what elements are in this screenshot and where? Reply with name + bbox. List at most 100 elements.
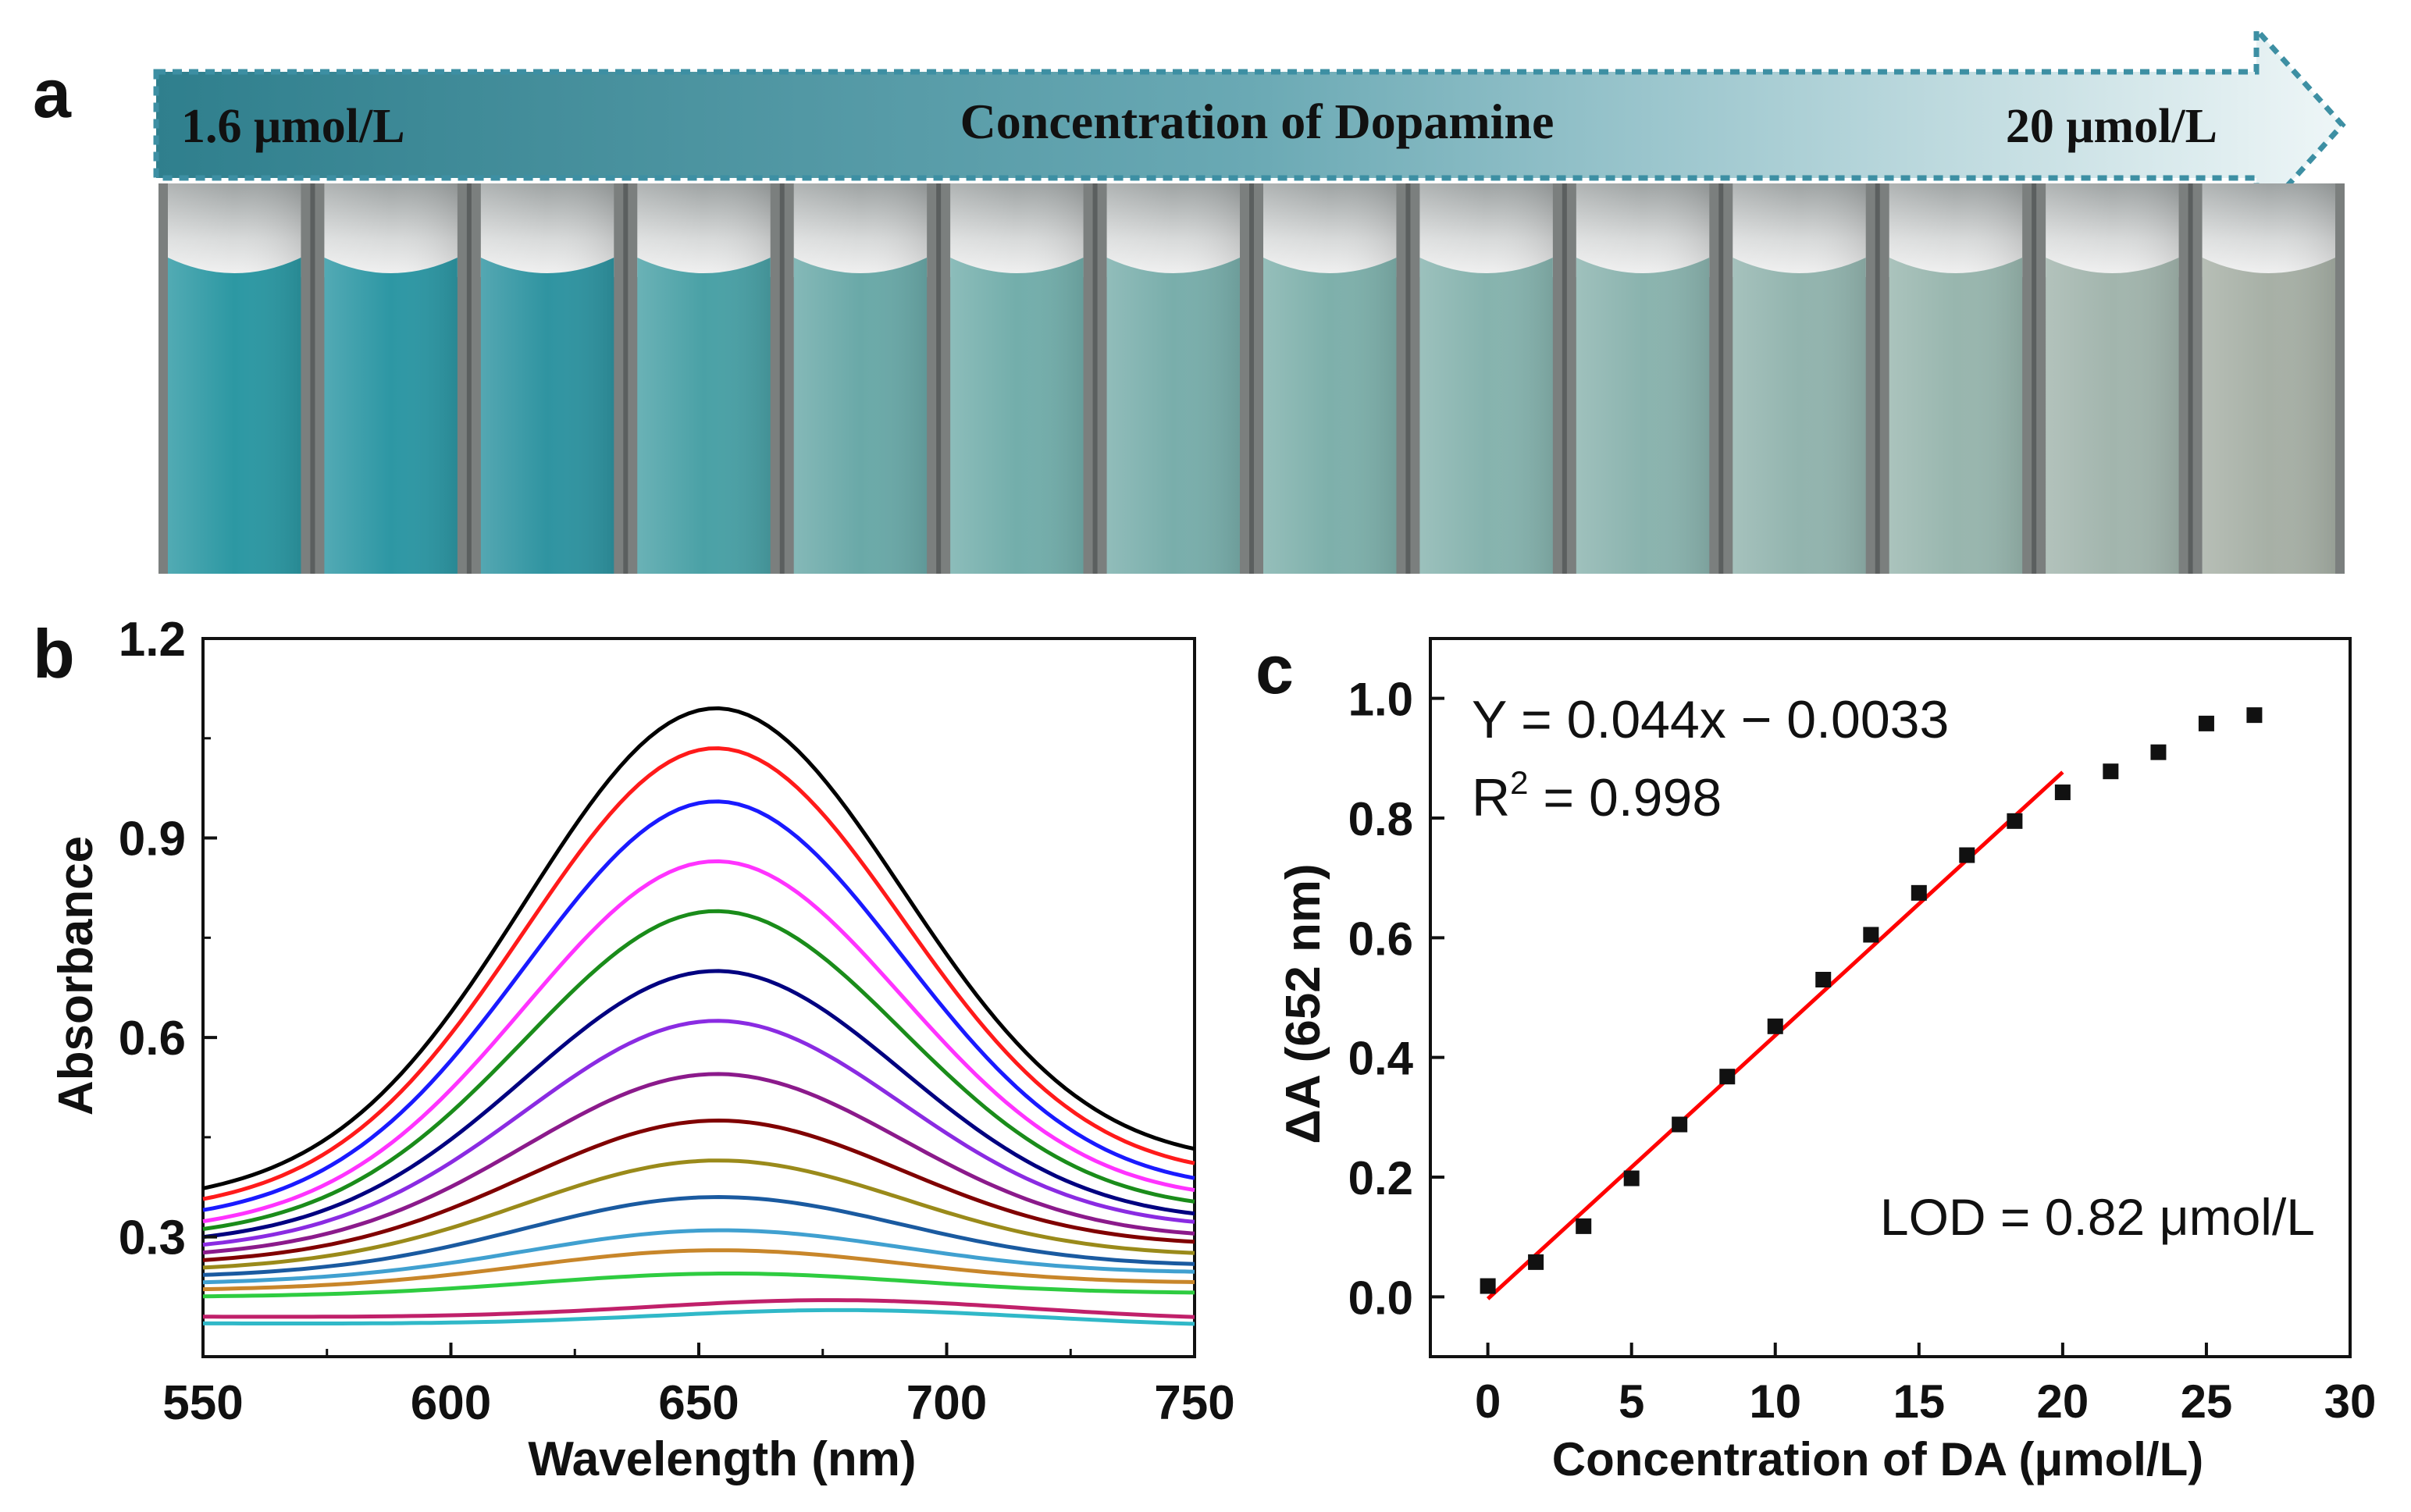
spectrum-line (202, 1228, 1195, 1285)
arrow-body (153, 22, 2346, 228)
x-tick-label: 30 (2324, 1375, 2377, 1428)
cuvette-glass (793, 183, 928, 574)
spectrum-line (202, 799, 1195, 1212)
cuvette-glass (2046, 183, 2179, 574)
x-tick-label: 550 (162, 1376, 243, 1430)
spectrum-line (202, 859, 1195, 1224)
cuvette (1254, 183, 1406, 574)
cuvette-glass (950, 183, 1084, 574)
x-tick-label: 25 (2181, 1375, 2233, 1428)
cuvette (1723, 183, 1875, 574)
data-point (2103, 763, 2119, 780)
cuvette (941, 183, 1093, 574)
data-point (1863, 927, 1879, 943)
cuvette (2192, 183, 2345, 574)
y-tick-label: 0.9 (119, 813, 186, 866)
fit-equation: Y = 0.044x − 0.0033 (1472, 690, 1949, 749)
x-tick-label: 700 (906, 1376, 987, 1430)
spectrum-line (202, 1158, 1195, 1270)
cuvette (315, 183, 467, 574)
data-point (2054, 784, 2071, 801)
x-tick-label: 600 (411, 1376, 491, 1430)
data-point (1719, 1069, 1736, 1085)
spectrum-line (202, 909, 1195, 1231)
cuvette (471, 183, 624, 574)
calibration-chart: ΔA (652 nm) Concentration of DA (μmol/L)… (1277, 637, 2377, 1485)
spectrum-line (203, 1298, 1195, 1319)
spectrum-line (202, 1019, 1195, 1247)
data-point (1623, 1170, 1640, 1186)
r-squared: R2 = 0.998 (1472, 764, 1722, 827)
cuvette-glass (1576, 183, 1710, 574)
cuvette-glass (480, 183, 614, 574)
cuvette (1566, 183, 1719, 574)
cuvette (628, 183, 780, 574)
x-tick-label: 5 (1619, 1375, 1644, 1428)
y-tick-label: 1.0 (1348, 674, 1413, 726)
data-point (1767, 1018, 1783, 1034)
x-tick-label: 750 (1154, 1376, 1234, 1430)
data-point (1528, 1254, 1544, 1270)
y-tick-label: 0.2 (1348, 1152, 1413, 1204)
cuvette-glass (1106, 183, 1240, 574)
data-point (1672, 1116, 1688, 1133)
data-point (1959, 847, 1975, 863)
spectrum-line (202, 1194, 1195, 1277)
data-point (1576, 1218, 1592, 1234)
cuvette-glass (637, 183, 771, 574)
lod-label: LOD = 0.82 μmol/L (1880, 1188, 2315, 1246)
spectrum-line (203, 1307, 1195, 1326)
y-tick-label: 1.2 (119, 613, 186, 667)
cuvette-glass (168, 183, 301, 574)
data-point (2150, 744, 2167, 760)
cuvette (158, 183, 311, 574)
concentration-arrow: 1.6 μmol/L Concentration of Dopamine 20 … (153, 22, 2346, 228)
chart-c-ylabel: ΔA (652 nm) (1277, 863, 1330, 1144)
data-point (2007, 813, 2023, 829)
arrow-start-label: 1.6 μmol/L (181, 100, 405, 153)
x-tick-label: 20 (2037, 1375, 2089, 1428)
cuvette-photo-strip (158, 183, 2345, 574)
cuvette-glass (1419, 183, 1553, 574)
cuvette-glass (1733, 183, 1866, 574)
spectrum-line (202, 746, 1195, 1201)
cuvette (1879, 183, 2032, 574)
r-squared-value: = 0.998 (1528, 768, 1722, 827)
spectrum-line (202, 1248, 1195, 1292)
x-tick-label: 15 (1893, 1375, 1945, 1428)
spectrum-line (202, 1072, 1195, 1255)
arrow-center-label: Concentration of Dopamine (960, 94, 1555, 149)
chart-b-xlabel: Wavelength (nm) (528, 1432, 916, 1486)
chart-c-xlabel: Concentration of DA (μmol/L) (1552, 1433, 2203, 1485)
y-tick-label: 0.6 (1348, 913, 1413, 965)
spectrum-line (202, 1272, 1195, 1299)
y-tick-label: 0.0 (1348, 1272, 1413, 1324)
cuvette (784, 183, 937, 574)
chart-c-frame (1429, 637, 2352, 1358)
data-point (2246, 707, 2263, 724)
arrow-end-label: 20 μmol/L (2006, 100, 2217, 153)
cuvette (2036, 183, 2188, 574)
chart-b-ylabel: Absorbance (49, 836, 103, 1115)
y-tick-label: 0.4 (1348, 1033, 1414, 1085)
data-point (2198, 715, 2214, 731)
x-tick-label: 0 (1475, 1375, 1501, 1428)
cuvette-glass (1263, 183, 1397, 574)
x-tick-label: 650 (658, 1376, 739, 1430)
y-tick-label: 0.6 (119, 1012, 186, 1066)
absorbance-spectra-chart: Absorbance Wavelength (nm) 550 600 650 700 7… (49, 613, 1235, 1486)
cuvette-glass (1889, 183, 2023, 574)
cuvette-glass (324, 183, 458, 574)
panel-label-c: c (1255, 631, 1294, 708)
cuvette-glass (2202, 183, 2335, 574)
data-point (1911, 884, 1927, 901)
r-squared-sup: 2 (1510, 764, 1528, 801)
spectrum-line (202, 706, 1195, 1190)
data-point (1480, 1278, 1496, 1294)
r-squared-prefix: R (1472, 768, 1510, 827)
spectrum-line (202, 969, 1195, 1240)
spectrum-line (202, 1118, 1195, 1262)
panel-label-b: b (33, 615, 75, 692)
y-tick-label: 0.8 (1348, 793, 1413, 845)
